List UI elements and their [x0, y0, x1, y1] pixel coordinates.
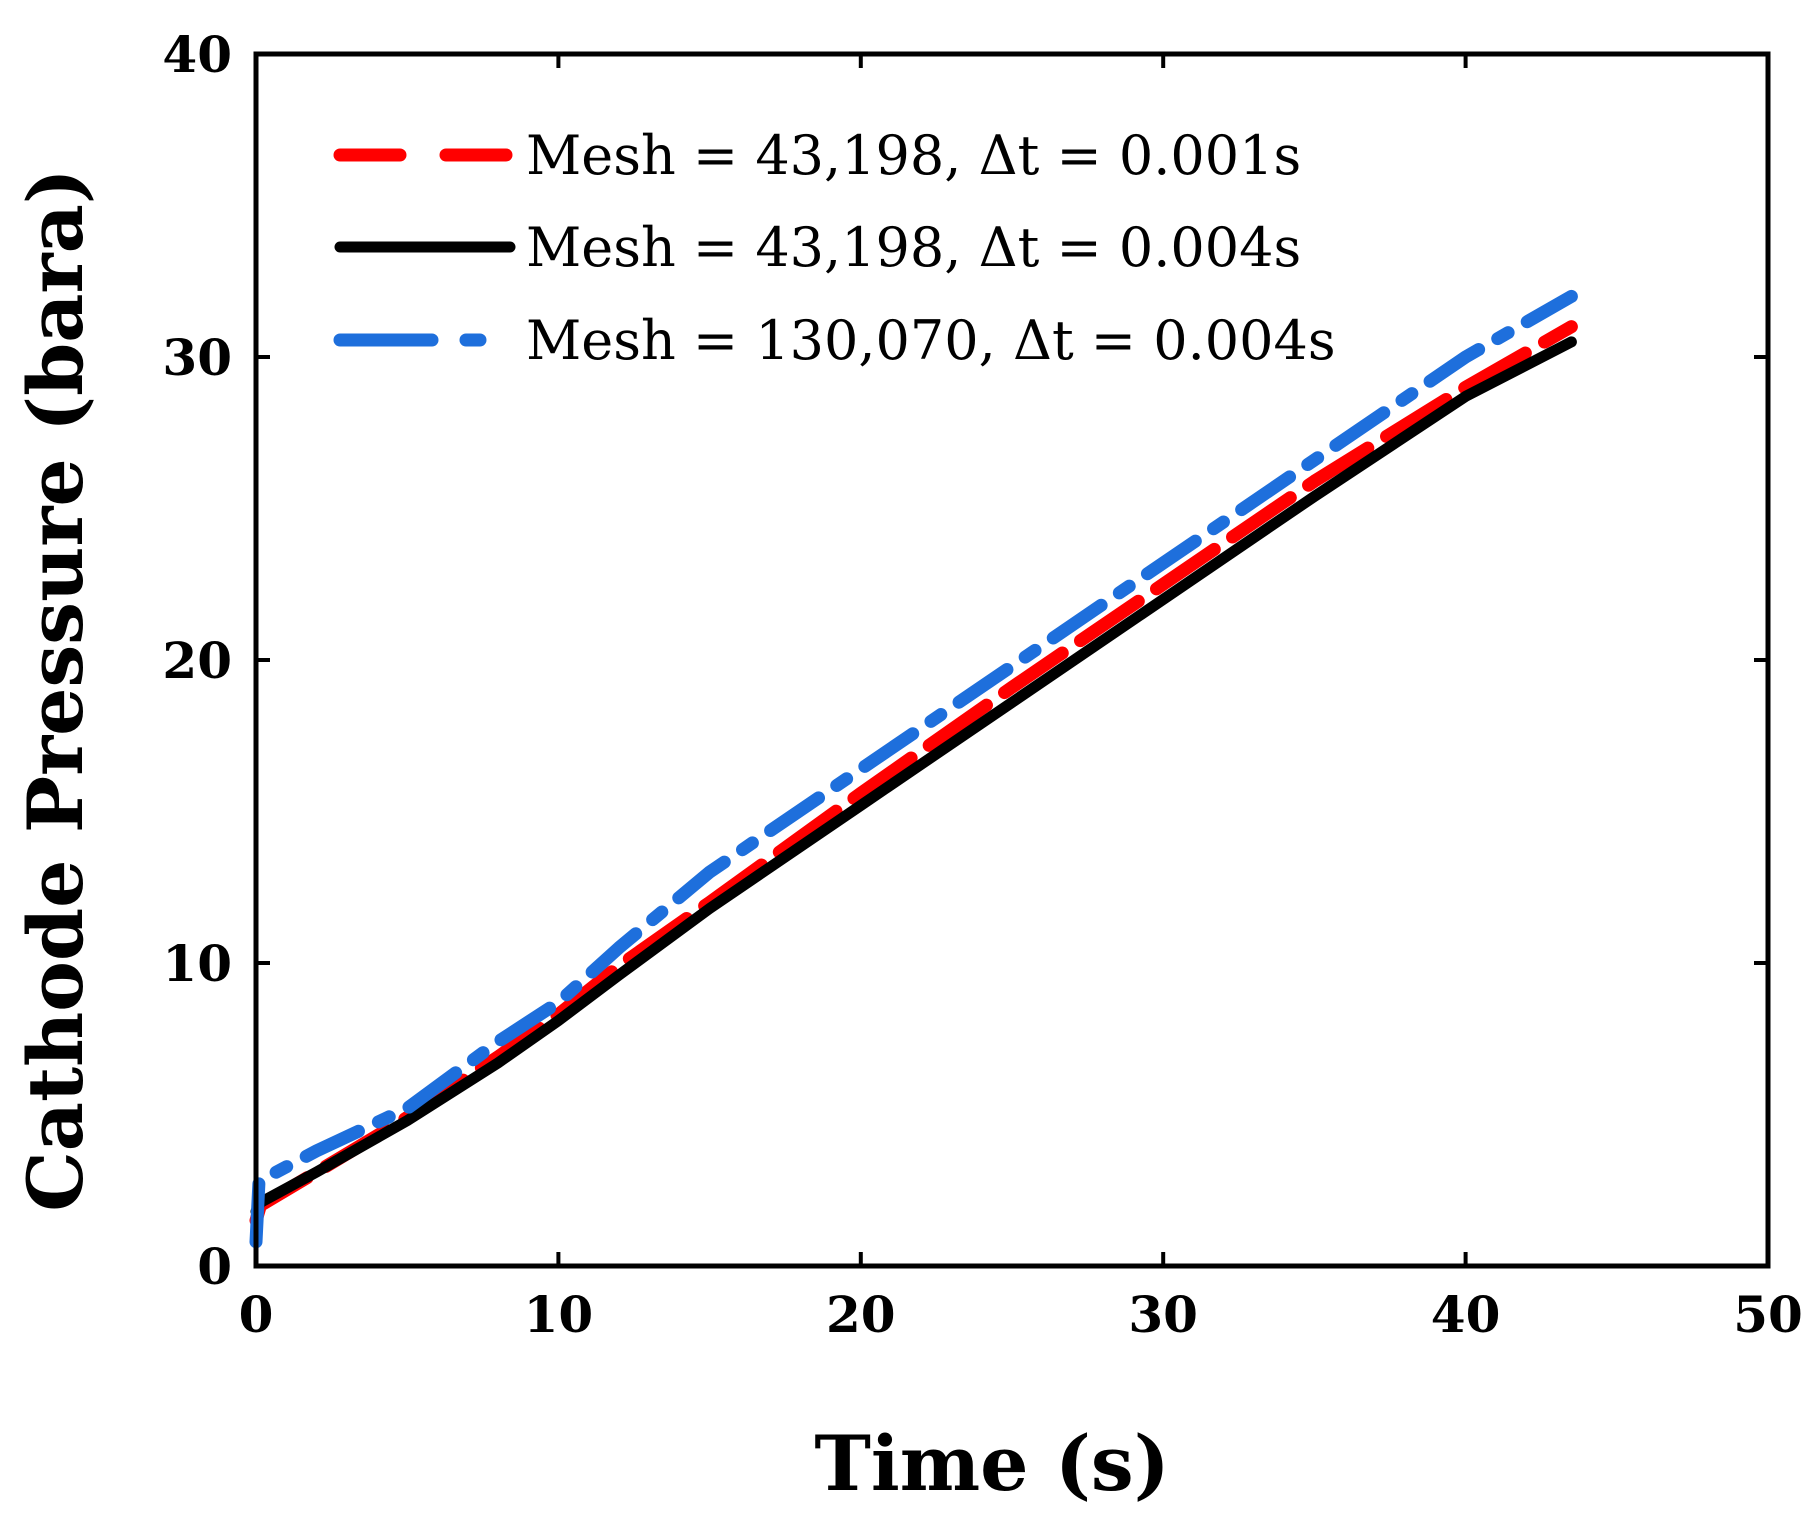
x-axis-title: Time (s) [814, 1419, 1169, 1508]
series-line-3 [249, 289, 1578, 1249]
y-axis-title: Cathode Pressure (bara) [11, 168, 100, 1212]
x-tick-label: 40 [1431, 1285, 1501, 1344]
y-tick-label: 20 [162, 631, 232, 690]
x-tick-label: 0 [239, 1285, 274, 1344]
y-tick-label: 30 [162, 328, 232, 387]
x-tick-label: 10 [524, 1285, 594, 1344]
y-tick-label: 40 [162, 25, 232, 84]
legend-label-2: Mesh = 43,198, Δt = 0.004s [526, 216, 1301, 279]
ticks-layer: 0 10 20 30 40 50 0 10 20 30 40 [162, 25, 1802, 1344]
series-layer [249, 289, 1578, 1249]
legend: Mesh = 43,198, Δt = 0.001s Mesh = 43,198,… [333, 124, 1336, 372]
legend-label-1: Mesh = 43,198, Δt = 0.001s [526, 124, 1301, 187]
series-line-2 [250, 336, 1577, 1217]
x-tick-label: 50 [1733, 1285, 1803, 1344]
x-tick-label: 30 [1128, 1285, 1198, 1344]
y-tick-label: 10 [162, 934, 232, 993]
x-tick-label: 20 [826, 1285, 896, 1344]
y-tick-label: 0 [197, 1237, 232, 1296]
legend-label-3: Mesh = 130,070, Δt = 0.004s [526, 309, 1336, 372]
